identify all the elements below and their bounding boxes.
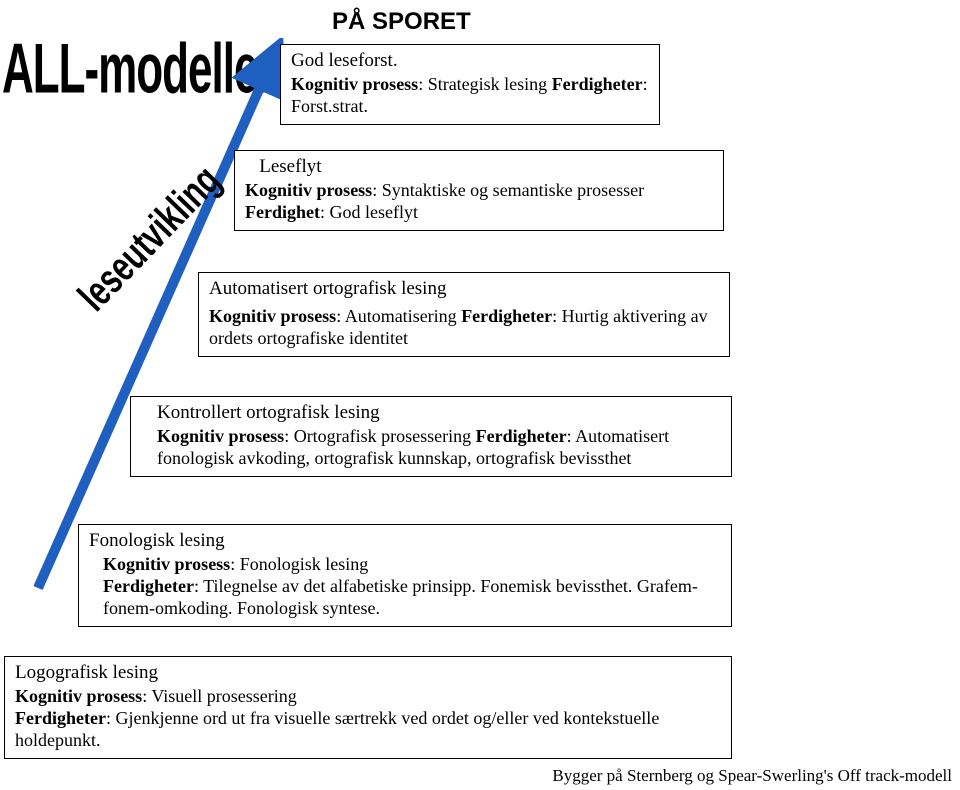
cognitive-process-label: Kognitiv prosess <box>245 180 372 200</box>
skills-text: : God leseflyt <box>320 202 418 222</box>
stage-4-body: Kognitiv prosess: Automatisering Ferdigh… <box>209 306 719 350</box>
skills-label: Ferdigheter <box>476 426 567 446</box>
skills-label: Ferdigheter <box>15 708 106 728</box>
stage-box-5: Leseflyt Kognitiv prosess: Syntaktiske o… <box>234 150 724 231</box>
stage-4-title: Automatisert ortografisk lesing <box>209 277 719 300</box>
stage-6-body: Kognitiv prosess: Strategisk lesing Ferd… <box>291 74 649 118</box>
skills-label: Ferdigheter <box>103 576 194 596</box>
skills-label: Ferdigheter <box>461 306 552 326</box>
stage-box-3: Kontrollert ortografisk lesing Kognitiv … <box>130 396 732 477</box>
cognitive-process-text: : Fonologisk lesing <box>230 554 368 574</box>
cognitive-process-text: : Visuell prosessering <box>142 686 297 706</box>
stage-3-title: Kontrollert ortografisk lesing <box>157 401 721 424</box>
skills-label: Ferdigheter <box>552 74 643 94</box>
skills-label: Ferdighet <box>245 202 320 222</box>
cognitive-process-text: : Automatisering <box>336 306 461 326</box>
cognitive-process-label: Kognitiv prosess <box>157 426 284 446</box>
cognitive-process-text: : Syntaktiske og semantiske prosesser <box>372 180 644 200</box>
stage-3-body: Kognitiv prosess: Ortografisk prosesseri… <box>157 426 721 470</box>
header-title: PÅ SPORET <box>332 8 471 36</box>
stage-5-body: Kognitiv prosess: Syntaktiske og semanti… <box>245 180 713 224</box>
stage-box-1: Logografisk lesing Kognitiv prosess: Vis… <box>4 656 732 759</box>
stage-box-4: Automatisert ortografisk lesing Kognitiv… <box>198 272 730 357</box>
stage-1-title: Logografisk lesing <box>15 661 721 684</box>
stage-1-body: Kognitiv prosess: Visuell prosessering F… <box>15 686 721 752</box>
cognitive-process-text: : Strategisk lesing <box>418 74 552 94</box>
footer-citation: Bygger på Sternberg og Spear-Swerling's … <box>552 766 952 786</box>
cognitive-process-label: Kognitiv prosess <box>291 74 418 94</box>
stage-6-title: God leseforst. <box>291 49 649 72</box>
cognitive-process-label: Kognitiv prosess <box>103 554 230 574</box>
cognitive-process-label: Kognitiv prosess <box>15 686 142 706</box>
cognitive-process-text: : Ortografisk prosessering <box>284 426 475 446</box>
stage-5-title: Leseflyt <box>245 155 713 178</box>
stage-box-6: God leseforst. Kognitiv prosess: Strateg… <box>280 44 660 125</box>
stage-box-2: Fonologisk lesing Kognitiv prosess: Fono… <box>78 524 732 627</box>
stage-2-body: Kognitiv prosess: Fonologisk lesing Ferd… <box>103 554 721 620</box>
skills-text: : Gjenkjenne ord ut fra visuelle særtrek… <box>15 708 659 750</box>
cognitive-process-label: Kognitiv prosess <box>209 306 336 326</box>
stage-2-title: Fonologisk lesing <box>89 529 721 552</box>
